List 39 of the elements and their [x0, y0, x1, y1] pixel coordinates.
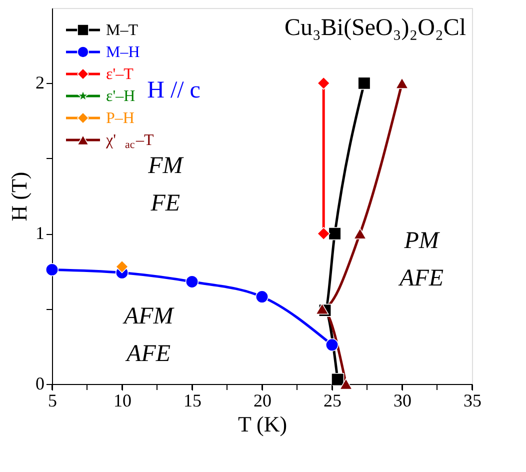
- legend-label: M–H: [106, 44, 140, 61]
- x-tick-label: 30: [394, 390, 412, 410]
- x-tick-label: 35: [464, 390, 482, 410]
- annotation: AFE: [398, 266, 444, 292]
- point: [358, 76, 371, 90]
- point: [325, 338, 339, 352]
- legend-label: M–T: [106, 22, 138, 39]
- point: [316, 303, 329, 315]
- x-tick-label: 5: [48, 390, 57, 410]
- y-axis-title: H (T): [6, 172, 32, 222]
- annotation: FE: [150, 190, 180, 217]
- point: [45, 263, 59, 276]
- x-tick-label: 10: [114, 390, 132, 410]
- point: [185, 275, 199, 288]
- annotation: FM: [147, 152, 185, 179]
- y-tick-label: 0: [36, 374, 44, 394]
- point: [395, 77, 409, 89]
- point: [317, 227, 330, 240]
- legend-label: ε'–H: [106, 88, 136, 105]
- point: [115, 260, 129, 274]
- x-tick-label: 25: [324, 390, 342, 410]
- annotation: AFE: [124, 340, 171, 367]
- point: [328, 227, 342, 240]
- point: [331, 372, 344, 386]
- point: [339, 378, 353, 390]
- legend-label: P–H: [106, 110, 135, 127]
- x-tick-label: 20: [254, 390, 272, 410]
- point: [317, 76, 330, 90]
- annotation: PM: [403, 228, 441, 254]
- legend-label: ε'–T: [106, 66, 134, 83]
- chart-title: Cu₃Bi(SeO₃)₂O₂Cl: [284, 15, 466, 41]
- annotation: AFM: [122, 303, 176, 330]
- x-tick-label: 15: [184, 390, 202, 410]
- point: [353, 228, 367, 240]
- annotation: H // c: [147, 78, 200, 104]
- y-tick-label: 1: [36, 223, 44, 244]
- y-tick-label: 2: [36, 72, 44, 93]
- x-axis-title: T (K): [238, 412, 288, 436]
- point: [255, 290, 269, 304]
